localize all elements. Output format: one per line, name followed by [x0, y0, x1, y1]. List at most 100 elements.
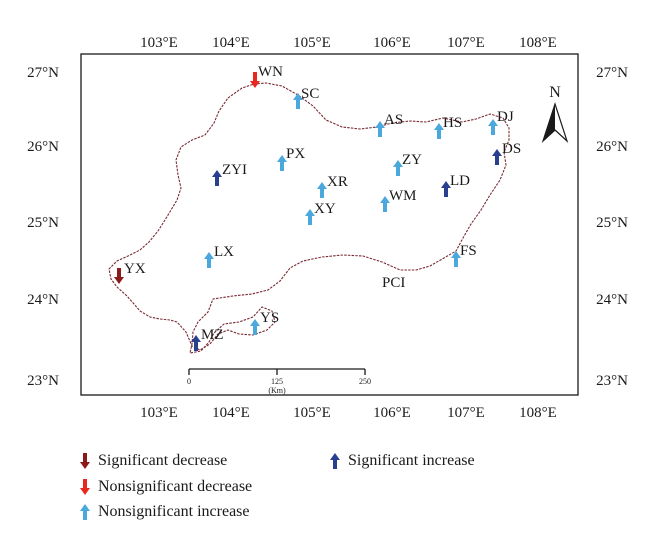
scale-tick-250: 250	[359, 377, 371, 386]
station-yx: YX	[114, 261, 146, 284]
station-lx: LX	[204, 244, 234, 268]
legend-item-significant-increase: Significant increase	[330, 452, 475, 470]
lat-tick-label: 23°N	[596, 373, 628, 389]
lat-tick-label: 26°N	[27, 139, 59, 155]
north-arrow: N	[541, 84, 569, 143]
scale-unit: (Km)	[268, 386, 286, 395]
scale-tick-0: 0	[187, 377, 191, 386]
up-arrow-icon	[393, 160, 403, 176]
station-pci: PCI	[382, 275, 405, 291]
legend-item-significant-decrease: Significant decrease	[80, 452, 227, 470]
station-label: YX	[124, 261, 146, 277]
station-label: FS	[460, 243, 477, 259]
up-arrow-icon	[204, 252, 214, 268]
station-label: PX	[286, 146, 305, 162]
lat-tick-label: 23°N	[27, 373, 59, 389]
legend-label: Nonsignificant decrease	[98, 478, 253, 495]
station-xy: XY	[305, 201, 336, 225]
legend: Significant decrease Nonsignificant decr…	[80, 452, 640, 542]
station-label: PCI	[382, 275, 405, 291]
lon-tick-label: 106°E	[373, 35, 411, 51]
lon-tick-label: 105°E	[293, 405, 331, 421]
station-label: XR	[327, 174, 348, 190]
lon-tick-label: 107°E	[447, 35, 485, 51]
up-arrow-icon	[451, 251, 461, 267]
lon-axis-bottom: 103°E 104°E 105°E 106°E 107°E 108°E	[140, 405, 557, 421]
lon-tick-label: 108°E	[519, 405, 557, 421]
lon-tick-label: 105°E	[293, 35, 331, 51]
lat-tick-label: 27°N	[596, 65, 628, 81]
up-arrow-icon	[488, 119, 498, 135]
down-arrow-icon	[80, 479, 90, 495]
station-label: YS	[260, 310, 279, 326]
up-arrow-icon	[305, 209, 315, 225]
station-hs: HS	[434, 115, 462, 139]
lon-tick-label: 107°E	[447, 405, 485, 421]
lat-tick-label: 24°N	[27, 292, 59, 308]
up-arrow-icon	[317, 182, 327, 198]
down-arrow-icon	[250, 72, 260, 88]
station-label: DS	[502, 141, 521, 157]
up-arrow-icon	[277, 155, 287, 171]
station-label: SC	[301, 86, 319, 102]
lon-tick-label: 103°E	[140, 35, 178, 51]
station-label: LD	[450, 173, 470, 189]
station-label: WM	[389, 188, 417, 204]
up-arrow-icon	[293, 93, 303, 109]
lon-tick-label: 104°E	[212, 405, 250, 421]
station-ys: YS	[250, 310, 279, 335]
station-label: ZYI	[222, 162, 247, 178]
station-sc: SC	[293, 86, 319, 109]
legend-item-nonsignificant-decrease: Nonsignificant decrease	[80, 478, 252, 496]
station-label: DJ	[497, 109, 514, 125]
station-mz: MZ	[191, 327, 224, 351]
up-arrow-icon	[380, 196, 390, 212]
up-arrow-icon	[330, 453, 340, 469]
lon-tick-label: 104°E	[212, 35, 250, 51]
lat-tick-label: 27°N	[27, 65, 59, 81]
lon-axis-top: 103°E 104°E 105°E 106°E 107°E 108°E	[140, 35, 557, 51]
station-label: HS	[443, 115, 462, 131]
station-xr: XR	[317, 174, 348, 198]
legend-item-nonsignificant-increase: Nonsignificant increase	[80, 503, 250, 521]
station-fs: FS	[451, 243, 477, 267]
up-arrow-icon	[80, 504, 90, 520]
stations-layer: WN SC AS HS DJ DS PX ZY ZYI XR LD WM XY LX FS YX PCI YS MZ	[114, 64, 521, 351]
lat-tick-label: 26°N	[596, 139, 628, 155]
lat-axis-left: 27°N 26°N 25°N 24°N 23°N	[27, 65, 59, 389]
station-ds: DS	[492, 141, 521, 165]
legend-label: Significant increase	[348, 452, 475, 469]
region-boundary	[108, 82, 510, 354]
lat-tick-label: 25°N	[27, 215, 59, 231]
station-dj: DJ	[488, 109, 514, 135]
lon-tick-label: 108°E	[519, 35, 557, 51]
lat-tick-label: 24°N	[596, 292, 628, 308]
scale-tick-125: 125	[271, 377, 283, 386]
up-arrow-icon	[441, 181, 451, 197]
up-arrow-icon	[375, 121, 385, 137]
lat-tick-label: 25°N	[596, 215, 628, 231]
map-frame	[80, 53, 579, 396]
up-arrow-icon	[250, 319, 260, 335]
up-arrow-icon	[434, 123, 444, 139]
up-arrow-icon	[191, 335, 201, 351]
scale-bar: 0 125 250 (Km)	[187, 368, 371, 395]
down-arrow-icon	[80, 453, 90, 469]
station-zy: ZY	[393, 152, 422, 176]
north-arrow-fill-icon	[543, 104, 555, 141]
north-label: N	[549, 84, 561, 101]
station-px: PX	[277, 146, 305, 171]
station-label: MZ	[201, 327, 224, 343]
lat-axis-right: 27°N 26°N 25°N 24°N 23°N	[596, 65, 628, 389]
up-arrow-icon	[492, 149, 502, 165]
station-zyi: ZYI	[212, 162, 247, 186]
up-arrow-icon	[212, 170, 222, 186]
station-wn: WN	[250, 64, 283, 88]
station-ld: LD	[441, 173, 470, 197]
down-arrow-icon	[114, 268, 124, 284]
station-label: XY	[314, 201, 336, 217]
lon-tick-label: 103°E	[140, 405, 178, 421]
lon-tick-label: 106°E	[373, 405, 411, 421]
map-figure: 103°E 104°E 105°E 106°E 107°E 108°E 103°…	[27, 35, 628, 421]
station-label: LX	[214, 244, 234, 260]
